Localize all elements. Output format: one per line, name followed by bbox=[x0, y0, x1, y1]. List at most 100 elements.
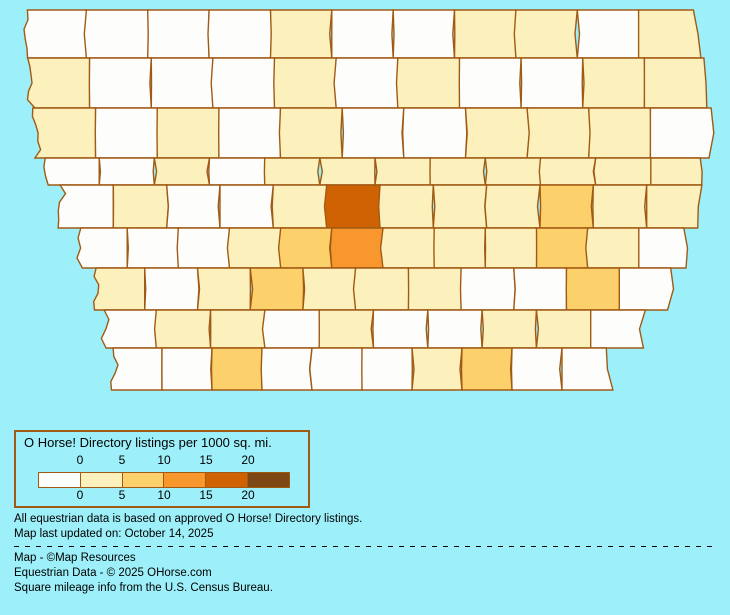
county-r4-c10[interactable] bbox=[592, 184, 648, 229]
county-r4-c3[interactable] bbox=[219, 184, 275, 229]
county-r3-c4[interactable] bbox=[263, 157, 321, 186]
county-r4-c8[interactable] bbox=[484, 184, 541, 229]
county-r7-c9[interactable] bbox=[590, 309, 647, 349]
county-r7-c5[interactable] bbox=[372, 309, 429, 349]
county-r0-c1[interactable] bbox=[83, 9, 151, 59]
county-r0-c8[interactable] bbox=[513, 9, 579, 59]
county-r4-c9[interactable] bbox=[539, 184, 595, 229]
county-r2-c1[interactable] bbox=[94, 107, 158, 159]
county-r7-c2[interactable] bbox=[209, 309, 266, 349]
county-r7-c4[interactable] bbox=[318, 309, 375, 349]
county-r2-c6[interactable] bbox=[401, 107, 468, 159]
county-r3-c5[interactable] bbox=[318, 157, 376, 186]
county-r1-c6[interactable] bbox=[395, 57, 463, 109]
county-r1-c0[interactable] bbox=[26, 57, 91, 109]
county-r8-c5[interactable] bbox=[361, 347, 414, 391]
county-r1-c1[interactable] bbox=[88, 57, 153, 109]
county-r5-c11[interactable] bbox=[638, 227, 689, 269]
county-r0-c10[interactable] bbox=[637, 9, 702, 59]
county-r2-c9[interactable] bbox=[587, 107, 652, 159]
county-r6-c8[interactable] bbox=[513, 267, 568, 311]
county-r3-c3[interactable] bbox=[208, 157, 266, 186]
county-r5-c0[interactable] bbox=[76, 227, 128, 269]
county-r1-c5[interactable] bbox=[333, 57, 401, 109]
county-r2-c8[interactable] bbox=[526, 107, 592, 159]
county-r0-c0[interactable] bbox=[23, 9, 88, 59]
county-r4-c11[interactable] bbox=[646, 184, 703, 229]
county-r6-c1[interactable] bbox=[143, 267, 200, 311]
county-r8-c4[interactable] bbox=[309, 347, 364, 391]
county-r1-c10[interactable] bbox=[643, 57, 708, 109]
county-r0-c5[interactable] bbox=[331, 9, 394, 59]
county-r1-c7[interactable] bbox=[458, 57, 522, 109]
county-r6-c3[interactable] bbox=[249, 267, 305, 311]
county-r0-c9[interactable] bbox=[576, 9, 642, 59]
county-r4-c0[interactable] bbox=[57, 184, 114, 229]
county-r2-c4[interactable] bbox=[278, 107, 343, 159]
county-r2-c7[interactable] bbox=[464, 107, 531, 159]
county-r1-c2[interactable] bbox=[150, 57, 214, 109]
county-r4-c6[interactable] bbox=[377, 184, 435, 229]
county-r4-c4[interactable] bbox=[271, 184, 328, 229]
county-r5-c1[interactable] bbox=[126, 227, 180, 269]
county-r4-c2[interactable] bbox=[165, 184, 221, 229]
county-r8-c0[interactable] bbox=[110, 347, 163, 391]
county-r5-c9[interactable] bbox=[535, 227, 589, 269]
county-r3-c6[interactable] bbox=[374, 157, 432, 186]
county-r5-c5[interactable] bbox=[329, 227, 384, 269]
county-r1-c4[interactable] bbox=[273, 57, 337, 109]
county-r6-c2[interactable] bbox=[196, 267, 252, 311]
county-r0-c6[interactable] bbox=[392, 9, 456, 59]
county-r3-c1[interactable] bbox=[98, 157, 156, 186]
county-r8-c8[interactable] bbox=[510, 347, 563, 391]
county-r8-c2[interactable] bbox=[210, 347, 263, 391]
county-r5-c2[interactable] bbox=[176, 227, 231, 269]
county-r0-c2[interactable] bbox=[146, 9, 210, 59]
county-r0-c7[interactable] bbox=[453, 9, 517, 59]
county-r3-c8[interactable] bbox=[484, 157, 544, 186]
county-r6-c10[interactable] bbox=[618, 267, 675, 311]
county-r8-c1[interactable] bbox=[161, 347, 213, 391]
county-r1-c9[interactable] bbox=[581, 57, 646, 109]
county-r8-c6[interactable] bbox=[411, 347, 463, 391]
county-r5-c6[interactable] bbox=[379, 227, 436, 269]
county-r2-c10[interactable] bbox=[649, 107, 715, 159]
county-r4-c1[interactable] bbox=[112, 184, 170, 229]
county-r5-c7[interactable] bbox=[433, 227, 487, 269]
county-r0-c4[interactable] bbox=[269, 9, 333, 59]
county-r5-c8[interactable] bbox=[484, 227, 540, 269]
county-r2-c2[interactable] bbox=[156, 107, 222, 159]
county-r3-c9[interactable] bbox=[538, 157, 597, 186]
county-r7-c0[interactable] bbox=[100, 309, 157, 349]
county-r7-c1[interactable] bbox=[153, 309, 212, 349]
county-r3-c7[interactable] bbox=[429, 157, 487, 186]
county-r2-c5[interactable] bbox=[341, 107, 405, 159]
county-r4-c7[interactable] bbox=[432, 184, 488, 229]
county-r8-c7[interactable] bbox=[460, 347, 513, 391]
county-r4-c5[interactable] bbox=[323, 184, 381, 229]
county-r6-c9[interactable] bbox=[565, 267, 622, 311]
county-r6-c6[interactable] bbox=[407, 267, 463, 311]
county-r6-c5[interactable] bbox=[352, 267, 412, 311]
county-r6-c0[interactable] bbox=[92, 267, 146, 311]
county-r8-c9[interactable] bbox=[561, 347, 614, 391]
county-r8-c3[interactable] bbox=[260, 347, 313, 391]
county-r2-c0[interactable] bbox=[31, 107, 97, 159]
county-r3-c10[interactable] bbox=[593, 157, 653, 186]
county-r6-c7[interactable] bbox=[459, 267, 516, 311]
county-r5-c3[interactable] bbox=[226, 227, 284, 269]
county-r6-c4[interactable] bbox=[302, 267, 357, 311]
county-r7-c6[interactable] bbox=[427, 309, 483, 349]
county-r7-c7[interactable] bbox=[481, 309, 538, 349]
county-r3-c0[interactable] bbox=[43, 157, 100, 186]
county-r1-c8[interactable] bbox=[520, 57, 584, 109]
county-r7-c3[interactable] bbox=[261, 309, 323, 349]
iowa-county-map[interactable] bbox=[0, 0, 730, 420]
county-r3-c2[interactable] bbox=[153, 157, 211, 186]
county-r2-c3[interactable] bbox=[217, 107, 282, 159]
county-r5-c10[interactable] bbox=[585, 227, 642, 269]
county-r0-c3[interactable] bbox=[207, 9, 273, 59]
county-r3-c11[interactable] bbox=[650, 157, 703, 186]
county-r5-c4[interactable] bbox=[277, 227, 333, 269]
county-r7-c8[interactable] bbox=[535, 309, 592, 349]
